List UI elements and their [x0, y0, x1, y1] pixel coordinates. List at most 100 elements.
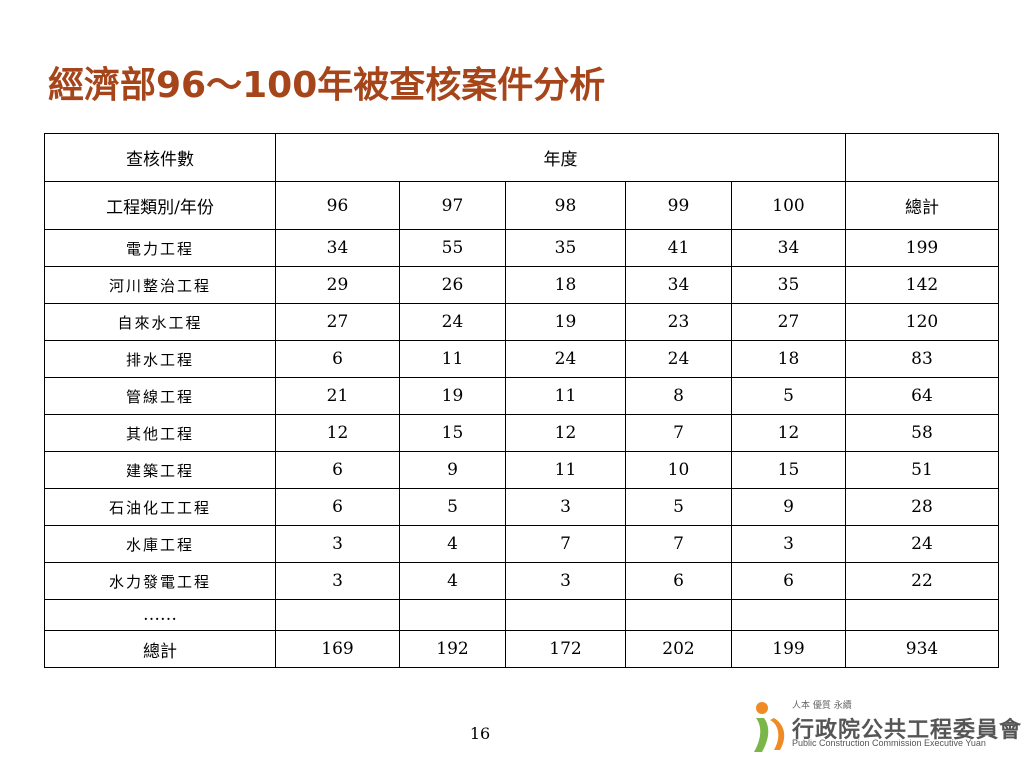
value-cell: 5 [731, 377, 846, 415]
value-cell: 7 [625, 525, 732, 563]
table-row: 建築工程 6 9 11 10 15 51 [44, 451, 999, 489]
year-cell: 96 [275, 181, 400, 230]
value-cell: 26 [399, 266, 506, 304]
table-row: 水力發電工程 3 4 3 6 6 22 [44, 562, 999, 600]
grand-total-cell: 934 [845, 630, 999, 668]
pcc-logo-mark-icon [754, 702, 785, 752]
column-total-cell: 202 [625, 630, 732, 668]
empty-cell [731, 599, 846, 631]
logo-org-name: 行政院公共工程委員會 [792, 718, 1023, 743]
row-total-cell: 83 [845, 340, 999, 378]
table-row: 河川整治工程 29 26 18 34 35 142 [44, 266, 999, 304]
value-cell: 4 [399, 562, 506, 600]
value-cell: 9 [399, 451, 506, 489]
value-cell: 23 [625, 303, 732, 341]
value-cell: 7 [625, 414, 732, 452]
value-cell: 7 [505, 525, 626, 563]
column-total-cell: 172 [505, 630, 626, 668]
value-cell: 21 [275, 377, 400, 415]
value-cell: 6 [275, 340, 400, 378]
value-cell: 19 [505, 303, 626, 341]
column-total-cell: 192 [399, 630, 506, 668]
value-cell: 12 [505, 414, 626, 452]
row-total-cell: 51 [845, 451, 999, 489]
empty-cell [625, 599, 732, 631]
category-cell: 電力工程 [44, 229, 276, 267]
value-cell: 3 [505, 562, 626, 600]
header-row-2: 工程類別/年份 96 97 98 99 100 總計 [44, 181, 999, 230]
category-cell: 管線工程 [44, 377, 276, 415]
value-cell: 11 [399, 340, 506, 378]
value-cell: 8 [625, 377, 732, 415]
category-cell: 水庫工程 [44, 525, 276, 563]
empty-cell [275, 599, 400, 631]
value-cell: 24 [505, 340, 626, 378]
total-header: 總計 [845, 181, 999, 230]
value-cell: 18 [505, 266, 626, 304]
value-cell: 5 [399, 488, 506, 526]
value-cell: 10 [625, 451, 732, 489]
value-cell: 12 [275, 414, 400, 452]
row-header: 工程類別/年份 [44, 181, 276, 230]
row-total-cell: 199 [845, 229, 999, 267]
value-cell: 34 [625, 266, 732, 304]
value-cell: 12 [731, 414, 846, 452]
value-cell: 55 [399, 229, 506, 267]
column-total-cell: 199 [731, 630, 846, 668]
value-cell: 27 [731, 303, 846, 341]
table-row: 排水工程 6 11 24 24 18 83 [44, 340, 999, 378]
value-cell: 11 [505, 377, 626, 415]
empty-cell [399, 599, 506, 631]
page-title: 經濟部96～100年被查核案件分析 [48, 65, 606, 106]
value-cell: 3 [275, 525, 400, 563]
year-header: 年度 [275, 133, 846, 182]
value-cell: 29 [275, 266, 400, 304]
table-row: 電力工程 34 55 35 41 34 199 [44, 229, 999, 267]
corner-header: 查核件數 [44, 133, 276, 182]
value-cell: 6 [275, 451, 400, 489]
empty-cell [505, 599, 626, 631]
row-total-cell: 120 [845, 303, 999, 341]
year-cell: 97 [399, 181, 506, 230]
value-cell: 3 [731, 525, 846, 563]
value-cell: 15 [399, 414, 506, 452]
table-row: 水庫工程 3 4 7 7 3 24 [44, 525, 999, 563]
category-cell: 其他工程 [44, 414, 276, 452]
value-cell: 19 [399, 377, 506, 415]
year-cell: 100 [731, 181, 846, 230]
empty-header-cell [845, 133, 999, 182]
column-total-cell: 169 [275, 630, 400, 668]
category-cell: 排水工程 [44, 340, 276, 378]
category-cell: 建築工程 [44, 451, 276, 489]
table-row: 其他工程 12 15 12 7 12 58 [44, 414, 999, 452]
value-cell: 24 [625, 340, 732, 378]
table-row: 石油化工工程 6 5 3 5 9 28 [44, 488, 999, 526]
logo-slogan: 人本 優質 永續 [792, 701, 852, 711]
value-cell: 4 [399, 525, 506, 563]
table-row: 管線工程 21 19 11 8 5 64 [44, 377, 999, 415]
value-cell: 34 [275, 229, 400, 267]
year-cell: 98 [505, 181, 626, 230]
ellipsis-cell: …… [44, 599, 276, 631]
ellipsis-row: …… [44, 599, 999, 631]
value-cell: 35 [505, 229, 626, 267]
totals-row: 總計 169 192 172 202 199 934 [44, 630, 999, 668]
table-row: 自來水工程 27 24 19 23 27 120 [44, 303, 999, 341]
value-cell: 15 [731, 451, 846, 489]
category-cell: 河川整治工程 [44, 266, 276, 304]
empty-cell [845, 599, 999, 631]
value-cell: 6 [275, 488, 400, 526]
value-cell: 5 [625, 488, 732, 526]
value-cell: 3 [275, 562, 400, 600]
totals-label-cell: 總計 [44, 630, 276, 668]
value-cell: 9 [731, 488, 846, 526]
value-cell: 3 [505, 488, 626, 526]
value-cell: 41 [625, 229, 732, 267]
row-total-cell: 58 [845, 414, 999, 452]
value-cell: 6 [731, 562, 846, 600]
category-cell: 水力發電工程 [44, 562, 276, 600]
value-cell: 34 [731, 229, 846, 267]
page-number: 16 [469, 724, 491, 743]
value-cell: 27 [275, 303, 400, 341]
inspection-table: 查核件數 年度 工程類別/年份 96 97 98 99 100 總計 電力工程 3… [44, 133, 999, 668]
